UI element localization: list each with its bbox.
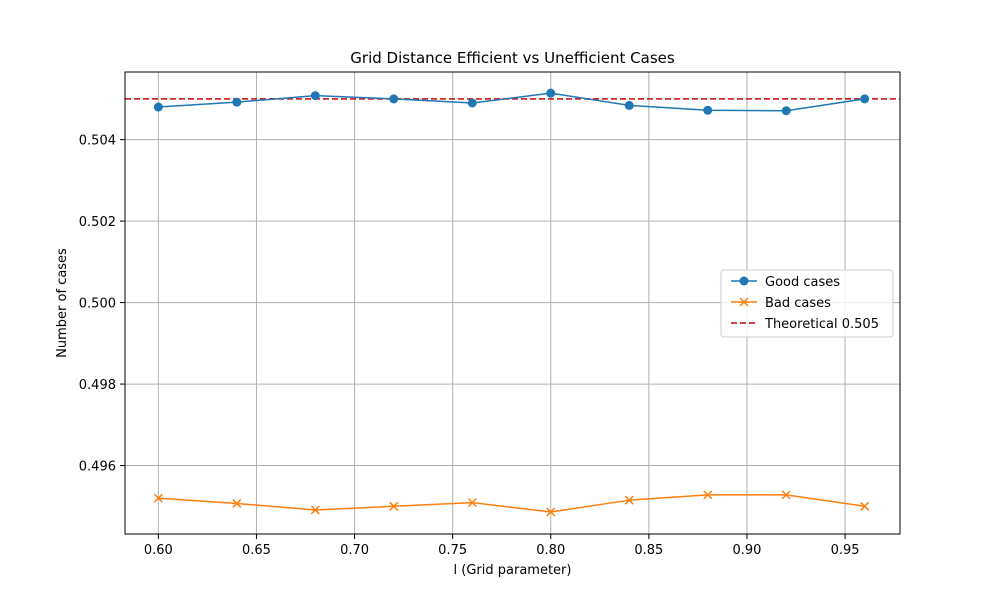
data-point-good-cases [389, 94, 399, 104]
data-point-good-cases [624, 100, 634, 110]
x-tick-label: 0.90 [732, 543, 761, 558]
x-tick-label: 0.65 [242, 543, 271, 558]
data-point-bad-cases [860, 501, 870, 511]
data-point-bad-cases [781, 490, 791, 500]
data-point-good-cases [860, 94, 870, 104]
x-tick-label: 0.75 [438, 543, 467, 558]
y-tick-label: 0.502 [79, 215, 116, 230]
series-line-bad-cases [158, 494, 865, 513]
y-tick-label: 0.498 [79, 378, 116, 393]
legend-marker-bad-cases [739, 297, 749, 307]
data-point-good-cases [310, 91, 320, 101]
x-tick-label: 0.85 [634, 543, 663, 558]
legend: Good cases Bad cases Theoretical 0.505 [720, 269, 894, 338]
data-point-good-cases [703, 105, 713, 115]
x-tick-label: 0.60 [144, 543, 173, 558]
data-point-good-cases [781, 106, 791, 116]
data-point-bad-cases [703, 490, 713, 500]
x-tick-label: 0.80 [536, 543, 565, 558]
data-point-bad-cases [310, 505, 320, 515]
legend-label-bad-cases: Bad cases [765, 296, 831, 311]
data-point-bad-cases [624, 495, 634, 505]
legend-box [720, 269, 894, 338]
data-point-bad-cases [389, 501, 399, 511]
y-axis-ticks: 0.496 0.498 0.500 0.502 0.504 [79, 134, 125, 475]
data-point-good-cases [467, 98, 477, 108]
series-layer [153, 88, 870, 517]
data-point-good-cases [153, 102, 163, 112]
y-tick-label: 0.500 [79, 297, 116, 312]
x-tick-label: 0.95 [831, 543, 860, 558]
legend-marker-good-cases [739, 276, 749, 286]
x-axis-ticks: 0.60 0.65 0.70 0.75 0.80 0.85 0.90 0.95 [144, 534, 860, 558]
legend-entry-theoretical: Theoretical 0.505 [731, 317, 879, 332]
chart-title: Grid Distance Efficient vs Unefficient C… [350, 49, 675, 67]
x-axis-label: l (Grid parameter) [454, 563, 572, 578]
x-tick-label: 0.70 [340, 543, 369, 558]
y-tick-label: 0.496 [79, 460, 116, 475]
data-point-good-cases [232, 97, 242, 107]
legend-label-theoretical: Theoretical 0.505 [764, 317, 879, 332]
data-point-bad-cases [546, 507, 556, 517]
legend-label-good-cases: Good cases [765, 275, 840, 290]
data-point-good-cases [546, 88, 556, 98]
data-point-bad-cases [153, 493, 163, 503]
series-line-good-cases [158, 92, 865, 112]
data-point-bad-cases [232, 498, 242, 508]
legend-entry-good-cases: Good cases [731, 275, 840, 290]
legend-entry-bad-cases: Bad cases [731, 296, 831, 311]
y-axis-label: Number of cases [55, 248, 70, 358]
data-point-bad-cases [467, 498, 477, 508]
y-tick-label: 0.504 [79, 134, 116, 149]
